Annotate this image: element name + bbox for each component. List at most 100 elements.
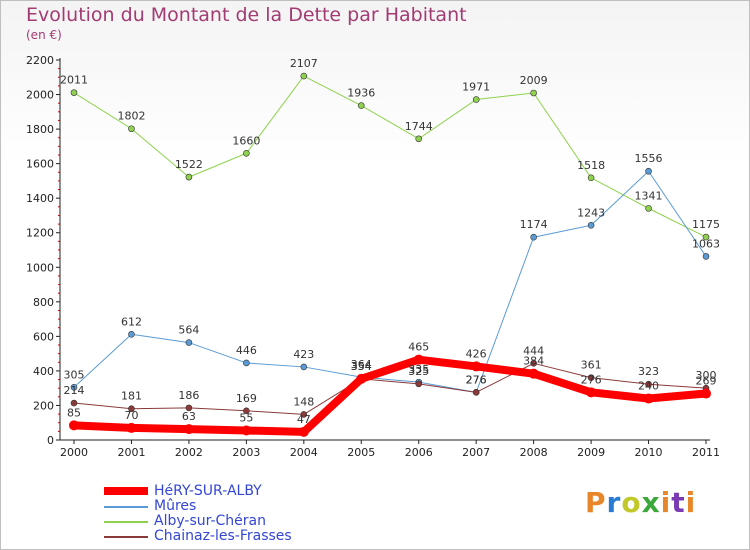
data-point bbox=[586, 387, 597, 398]
chart-series-lines bbox=[70, 75, 710, 436]
data-label: 300 bbox=[696, 369, 717, 382]
data-point bbox=[415, 135, 423, 143]
data-point bbox=[357, 102, 365, 109]
data-label: 269 bbox=[696, 375, 717, 388]
chart-data-points bbox=[69, 72, 711, 437]
data-label: 1936 bbox=[347, 87, 375, 100]
data-label: 305 bbox=[64, 368, 85, 381]
logo-letter: x bbox=[641, 486, 661, 519]
x-tick-label: 2007 bbox=[462, 446, 490, 459]
data-point bbox=[183, 424, 194, 435]
data-label: 384 bbox=[523, 355, 544, 368]
data-point bbox=[472, 96, 480, 103]
data-point bbox=[587, 374, 595, 381]
logo-letter: P bbox=[585, 486, 607, 519]
data-label: 444 bbox=[523, 344, 544, 357]
data-point bbox=[530, 89, 537, 97]
y-tick-label: 1400 bbox=[26, 192, 54, 205]
data-point bbox=[300, 363, 308, 371]
data-label: 1660 bbox=[232, 134, 260, 147]
data-point bbox=[185, 339, 193, 346]
legend-swatch-alby bbox=[104, 521, 148, 523]
data-point bbox=[471, 361, 482, 372]
data-label: 1175 bbox=[692, 218, 720, 231]
data-label: 612 bbox=[121, 315, 142, 328]
data-point bbox=[702, 253, 710, 260]
data-label: 325 bbox=[408, 365, 429, 378]
data-point bbox=[70, 384, 78, 391]
legend-label-mures: Mûres bbox=[154, 498, 197, 514]
data-label: 323 bbox=[638, 365, 659, 378]
y-tick-label: 600 bbox=[33, 330, 54, 343]
data-label: 55 bbox=[239, 412, 253, 425]
data-point bbox=[243, 407, 250, 415]
data-label: 186 bbox=[178, 389, 199, 402]
data-point bbox=[69, 420, 79, 431]
data-point bbox=[185, 173, 193, 181]
data-label: 564 bbox=[178, 324, 199, 337]
legend-label-alby: Alby-sur-Chéran bbox=[154, 513, 266, 529]
data-label: 181 bbox=[121, 390, 142, 403]
data-point bbox=[643, 393, 654, 404]
data-label: 1556 bbox=[635, 152, 663, 165]
y-tick-label: 0 bbox=[47, 434, 54, 447]
data-point bbox=[185, 404, 193, 412]
data-label: 1744 bbox=[405, 120, 433, 133]
legend-label-hery: HéRY-SUR-ALBY bbox=[154, 483, 262, 499]
x-tick-label: 2001 bbox=[117, 446, 145, 459]
data-point bbox=[126, 422, 137, 433]
data-label: 446 bbox=[236, 344, 257, 357]
data-label: 1174 bbox=[520, 218, 548, 231]
data-point bbox=[356, 373, 367, 384]
data-label: 70 bbox=[124, 409, 138, 422]
series-line bbox=[73, 75, 707, 238]
x-tick-label: 2009 bbox=[577, 446, 605, 459]
y-tick-label: 1000 bbox=[26, 261, 54, 274]
legend-swatch-mures bbox=[104, 506, 148, 508]
data-label: 276 bbox=[581, 373, 602, 386]
data-point bbox=[300, 72, 308, 80]
data-point bbox=[298, 426, 309, 437]
legend-swatch-chainaz bbox=[104, 536, 148, 538]
y-tick-label: 2000 bbox=[26, 89, 54, 102]
data-point bbox=[415, 380, 423, 388]
x-tick-label: 2011 bbox=[692, 446, 720, 459]
data-point bbox=[472, 389, 480, 396]
chart-data-labels: 2011 1802 1522 1660 2107 1936 1744 1971 2009 1518… bbox=[60, 57, 720, 426]
data-point bbox=[587, 174, 595, 182]
data-point bbox=[128, 330, 135, 338]
data-label: 276 bbox=[466, 373, 487, 386]
y-tick-label: 1800 bbox=[26, 123, 54, 136]
data-label: 1802 bbox=[117, 110, 145, 123]
data-label: 426 bbox=[466, 347, 487, 360]
x-tick-label: 2006 bbox=[405, 446, 433, 459]
data-label: 354 bbox=[351, 360, 372, 373]
x-tick-label: 2000 bbox=[60, 446, 88, 459]
data-point bbox=[128, 405, 135, 413]
data-point bbox=[300, 411, 308, 418]
data-label: 335 bbox=[408, 363, 429, 376]
data-label: 2107 bbox=[290, 57, 318, 70]
data-point bbox=[70, 399, 78, 407]
y-tick-label: 1200 bbox=[26, 227, 54, 240]
y-tick-label: 1600 bbox=[26, 158, 54, 171]
proxiti-logo: Proxiti bbox=[585, 486, 696, 519]
legend-label-chainaz: Chainaz-les-Frasses bbox=[154, 528, 292, 544]
data-label: 276 bbox=[466, 373, 487, 386]
data-label: 1341 bbox=[635, 189, 663, 202]
data-label: 423 bbox=[293, 348, 314, 361]
data-label: 2011 bbox=[60, 74, 88, 87]
data-label: 169 bbox=[236, 392, 257, 405]
data-point bbox=[701, 388, 711, 399]
data-point bbox=[528, 368, 539, 379]
series-line bbox=[73, 170, 707, 393]
x-tick-label: 2003 bbox=[232, 446, 260, 459]
logo-letter: i bbox=[660, 486, 672, 519]
data-point bbox=[530, 233, 537, 241]
chart-title: Evolution du Montant de la Dette par Hab… bbox=[26, 4, 467, 26]
logo-letter: o bbox=[621, 486, 642, 519]
data-label: 465 bbox=[408, 341, 429, 354]
data-label: 148 bbox=[293, 395, 314, 408]
